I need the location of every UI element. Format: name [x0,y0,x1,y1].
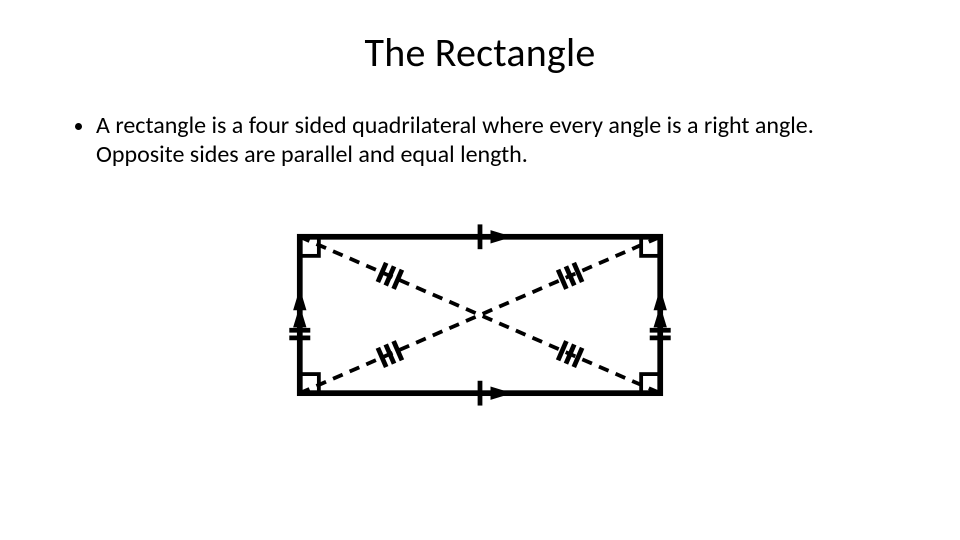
bullet-definition: A rectangle is a four sided quadrilatera… [96,111,890,170]
rectangle-diagram [275,212,685,417]
slide-title: The Rectangle [70,28,890,77]
